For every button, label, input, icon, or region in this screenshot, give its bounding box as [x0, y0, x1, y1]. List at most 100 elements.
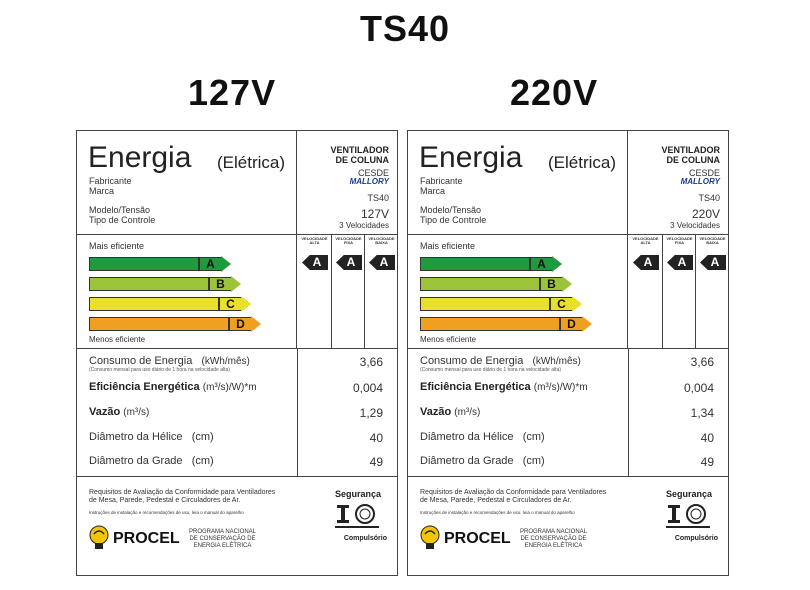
- speed-columns: VELOCIDADE ALTA A VELOCIDADE FIXA A VELO…: [298, 235, 397, 349]
- eletrica-subtitle: (Elétrica): [548, 153, 617, 172]
- speed-col-head: VELOCIDADE BAIXA: [368, 236, 395, 245]
- vazao-value: 1,29: [359, 406, 383, 420]
- label-header: Energia (Elétrica) Fabricante Marca Mode…: [408, 131, 728, 235]
- mais-eficiente-label: Mais eficiente: [89, 241, 145, 251]
- consumo-sub: (Consumo mensal para uso diário de 1 hor…: [89, 367, 230, 373]
- inmetro-ocp-icon: [666, 504, 710, 528]
- bar-c-letter: C: [550, 297, 572, 311]
- efficiency-scale: Mais eficiente A B C D Menos efici: [408, 235, 628, 349]
- speed-col-baixa: VELOCIDADE BAIXA A: [364, 235, 397, 349]
- menos-eficiente-label: Menos eficiente: [420, 335, 477, 344]
- menos-eficiente-label: Menos eficiente: [89, 335, 146, 344]
- bar-b-letter: B: [209, 277, 231, 291]
- consumo-label: Consumo de Energia: [89, 355, 193, 367]
- efficiency-section: Mais eficiente A B C D Menos efici: [77, 235, 397, 349]
- row-consumo: Consumo de Energia (kWh/mês) (Consumo me…: [89, 353, 389, 373]
- row-grade: Diâmetro da Grade (cm) 49: [89, 453, 389, 473]
- bar-a-letter: A: [530, 257, 552, 271]
- seguranca-title: Segurança: [334, 489, 382, 499]
- modelo-label: Modelo/Tensão: [420, 205, 482, 215]
- model-name: TS40: [698, 193, 720, 203]
- model-voltage: 127V: [360, 207, 389, 221]
- consumo-value: 3,66: [359, 355, 383, 369]
- rating-tag: A: [369, 255, 395, 270]
- energia-title: Energia: [419, 141, 523, 174]
- procel-bulb-icon: [89, 525, 109, 549]
- maker-name: CESDE: [357, 168, 389, 178]
- procel-desc-3: ENERGIA ELÉTRICA: [193, 543, 252, 549]
- consumo-value: 3,66: [690, 355, 714, 369]
- label-header: Energia (Elétrica) Fabricante Marca Mode…: [77, 131, 397, 235]
- row-helice: Diâmetro da Hélice (cm) 40: [420, 429, 720, 449]
- speed-col-fixa: VELOCIDADE FIXA A: [662, 235, 695, 349]
- inmetro-ocp-icon: [335, 504, 379, 528]
- compulsorio-label: Compulsório: [343, 535, 387, 542]
- label-header-right: VENTILADOR DE COLUNA CESDE MALLORY TS40 …: [298, 131, 397, 235]
- mais-eficiente-label: Mais eficiente: [420, 241, 476, 251]
- vazao-unit: (m³/s): [454, 407, 481, 418]
- vazao-label: Vazão: [420, 406, 452, 418]
- eficiencia-value: 0,004: [683, 381, 714, 395]
- procel-desc-2: DE CONSERVAÇÃO DE: [520, 536, 587, 542]
- bar-c-letter: C: [219, 297, 241, 311]
- helice-label: Diâmetro da Hélice (cm): [420, 431, 545, 443]
- grade-label: Diâmetro da Grade (cm): [420, 455, 545, 467]
- rating-tag: A: [336, 255, 362, 270]
- eficiencia-label: Eficiência Energética: [420, 381, 531, 393]
- requisitos-line-2: de Mesa, Parede, Pedestal e Circuladores…: [420, 497, 572, 504]
- row-helice: Diâmetro da Hélice (cm) 40: [89, 429, 389, 449]
- row-eficiencia: Eficiência Energética (m³/s)/W)*m 0,004: [420, 379, 720, 399]
- marca-label: Marca: [89, 186, 115, 196]
- compulsorio-label: Compulsório: [674, 535, 718, 542]
- speed-col-head: VELOCIDADE BAIXA: [699, 236, 726, 245]
- product-line-2: DE COLUNA: [335, 155, 390, 165]
- rating-tag: A: [633, 255, 659, 270]
- bar-a-letter: A: [199, 257, 221, 271]
- requisitos-line-1: Requisitos de Avaliação da Conformidade …: [420, 489, 607, 496]
- speed-col-head: VELOCIDADE FIXA: [666, 236, 693, 245]
- bar-d-letter: D: [560, 317, 582, 331]
- eficiencia-value: 0,004: [352, 381, 383, 395]
- label-footer: Requisitos de Avaliação da Conformidade …: [77, 477, 397, 576]
- speed-col-alta: VELOCIDADE ALTA A: [629, 235, 662, 349]
- modelo-label: Modelo/Tensão: [89, 205, 151, 215]
- efficiency-section: Mais eficiente A B C D Menos efici: [408, 235, 728, 349]
- procel-description: PROGRAMA NACIONAL DE CONSERVAÇÃO DE ENER…: [189, 529, 256, 550]
- procel-description: PROGRAMA NACIONAL DE CONSERVAÇÃO DE ENER…: [520, 529, 587, 550]
- procel-wordmark: PROCEL: [113, 530, 180, 547]
- bar-d-letter: D: [229, 317, 251, 331]
- product-line-1: VENTILADOR: [330, 145, 390, 155]
- voltage-heading-127: 127V: [188, 72, 277, 113]
- row-consumo: Consumo de Energia (kWh/mês) (Consumo me…: [420, 353, 720, 373]
- consumo-unit: (kWh/mês): [201, 356, 250, 367]
- energia-title: Energia: [88, 141, 192, 174]
- consumo-unit: (kWh/mês): [532, 356, 581, 367]
- spec-rows: Consumo de Energia (kWh/mês) (Consumo me…: [77, 349, 397, 477]
- speed-col-baixa: VELOCIDADE BAIXA A: [695, 235, 728, 349]
- row-vazao: Vazão (m³/s) 1,34: [420, 404, 720, 424]
- speed-col-head: VELOCIDADE ALTA: [632, 236, 659, 245]
- control-speeds: 3 Velocidades: [670, 221, 720, 230]
- page-title: TS40: [359, 8, 451, 49]
- instrucoes-line: Instruções de instalação e recomendações…: [420, 510, 575, 515]
- product-line-2: DE COLUNA: [666, 155, 721, 165]
- bar-b-letter: B: [540, 277, 562, 291]
- requisitos-line-1: Requisitos de Avaliação da Conformidade …: [89, 489, 276, 496]
- seguranca-title: Segurança: [665, 489, 713, 499]
- fabricante-label: Fabricante: [420, 176, 463, 186]
- vazao-value: 1,34: [690, 406, 714, 420]
- procel-desc-1: PROGRAMA NACIONAL: [189, 529, 257, 535]
- label-header-left: Energia (Elétrica) Fabricante Marca Mode…: [77, 131, 297, 235]
- helice-value: 40: [369, 431, 383, 445]
- tipo-label: Tipo de Controle: [420, 215, 487, 225]
- vazao-unit: (m³/s): [123, 407, 150, 418]
- eficiencia-unit: (m³/s)/W)*m: [202, 382, 257, 393]
- consumo-label: Consumo de Energia: [420, 355, 524, 367]
- eficiencia-label: Eficiência Energética: [89, 381, 200, 393]
- procel-desc-3: ENERGIA ELÉTRICA: [524, 543, 583, 549]
- efficiency-scale: Mais eficiente A B C D Menos efici: [77, 235, 297, 349]
- grade-value: 49: [369, 455, 383, 469]
- procel-desc-2: DE CONSERVAÇÃO DE: [189, 536, 256, 542]
- rating-tag: A: [667, 255, 693, 270]
- instrucoes-line: Instruções de instalação e recomendações…: [89, 510, 244, 515]
